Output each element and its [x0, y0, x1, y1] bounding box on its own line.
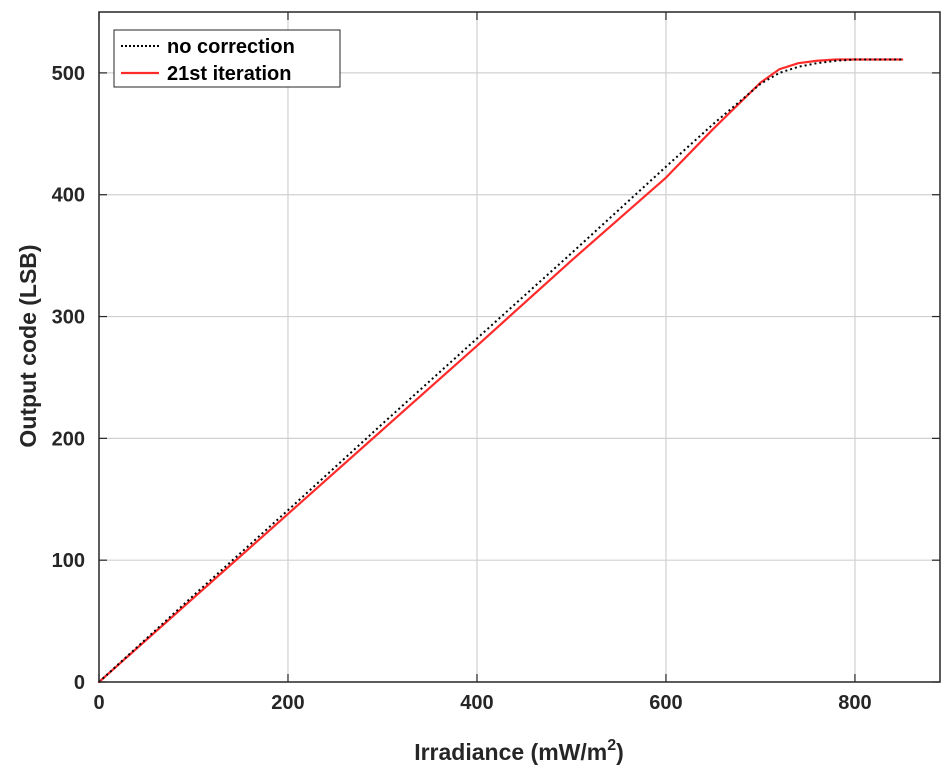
legend-label-no-correction: no correction — [167, 36, 295, 58]
x-axis-label-main: Irradiance (mW/m — [414, 739, 607, 765]
axes-frame — [98, 11, 941, 683]
y-tick-label: 400 — [52, 185, 85, 207]
x-axis-label: Irradiance (mW/m2) — [414, 737, 624, 765]
x-axis-label-superscript: 2 — [607, 737, 616, 754]
series-line-no-correction — [98, 58, 903, 683]
series-layer — [97, 58, 904, 684]
y-tick-label: 500 — [52, 63, 85, 85]
y-tick-label: 0 — [74, 672, 85, 694]
legend-label-21st-iteration: 21st iteration — [167, 63, 291, 85]
x-tick-label: 800 — [838, 692, 871, 714]
series-line-21st-iteration — [97, 58, 904, 684]
y-tick-labels: 0 100 200 300 400 500 — [52, 63, 85, 694]
x-tick-labels: 0 200 400 600 800 — [93, 692, 871, 714]
grid-lines — [99, 12, 940, 682]
x-tick-label: 600 — [649, 692, 682, 714]
x-tick-label: 200 — [271, 692, 304, 714]
y-axis-label: Output code (LSB) — [15, 244, 41, 447]
x-axis-label-suffix: ) — [616, 739, 624, 765]
legend: no correction 21st iteration — [113, 29, 341, 88]
x-tick-label: 400 — [460, 692, 493, 714]
y-tick-label: 300 — [52, 307, 85, 329]
legend-box — [113, 29, 341, 88]
y-tick-label: 200 — [52, 428, 85, 450]
x-tick-label: 0 — [93, 692, 104, 714]
tick-marks — [98, 12, 940, 683]
y-tick-label: 100 — [52, 550, 85, 572]
